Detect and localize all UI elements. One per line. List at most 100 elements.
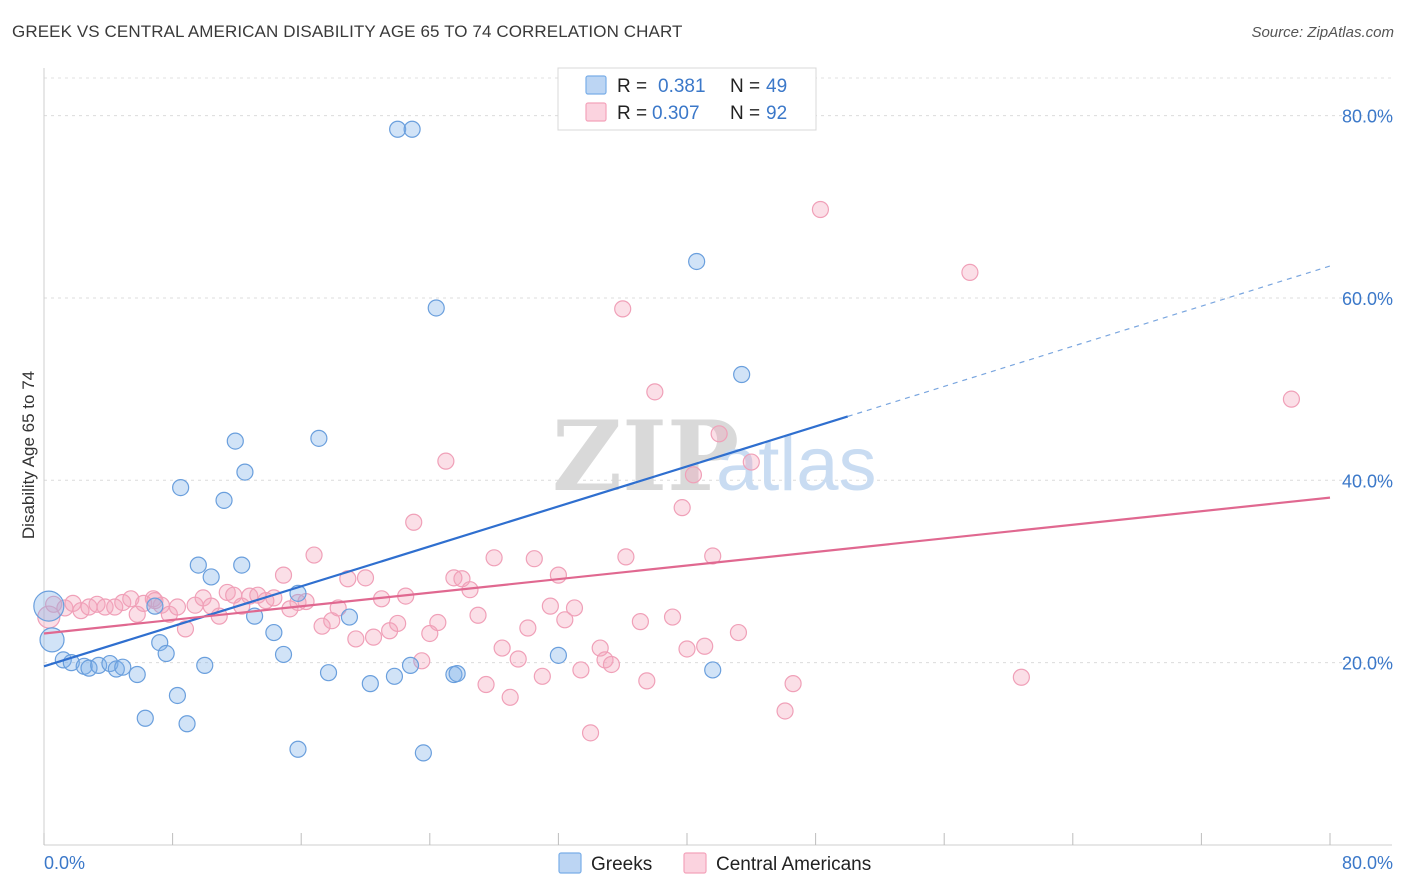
central-americans-point [784,675,802,693]
central-americans-point [128,605,146,623]
x-tick-min: 0.0% [44,853,85,873]
central-americans-point [961,263,979,282]
central-americans-points [37,200,1301,742]
central-americans-point [135,594,153,612]
central-americans-point [710,425,728,443]
greeks-point [361,675,379,693]
legend-n-value-greeks: 49 [766,76,787,97]
legend-r-value-greeks: 0.381 [658,76,706,97]
central-americans-point [581,724,600,742]
greeks-point [265,623,283,642]
greeks-point [215,491,233,509]
legend-r-value-central: 0.307 [652,103,700,124]
legend-n-label-central: N = [730,103,760,124]
greeks-point [688,252,706,271]
legend-r-label-central: R = [617,103,647,124]
y-tick-label-80: 80.0% [1342,107,1393,127]
greeks-point [233,556,251,574]
legend-n-label-greeks: N = [730,76,760,97]
central-americans-point [437,452,455,470]
axes [43,68,1392,846]
greeks-point [33,590,65,622]
y-tick-labels: 20.0% 40.0% 60.0% 80.0% [1342,107,1393,674]
central-americans-point [556,611,574,629]
central-americans-point [684,466,703,484]
central-americans-point [811,200,830,219]
watermark-atlas: atlas [716,422,877,507]
central-americans-point [729,623,748,642]
central-americans-point [663,608,682,626]
central-americans-point [176,620,195,638]
central-americans-point [106,598,124,616]
central-americans-point [696,637,714,655]
central-americans-point [72,602,90,620]
central-americans-point [646,383,664,401]
greeks-point [196,656,214,674]
bottom-legend-central: Central Americans [716,854,871,875]
greeks-point [202,568,220,586]
central-americans-point [313,617,331,635]
central-americans-point [509,650,527,668]
greeks-point [128,665,146,684]
greeks-point [136,709,154,727]
central-americans-point [96,598,114,616]
central-americans-point [122,590,140,608]
central-americans-point [274,566,293,584]
greeks-point [226,432,244,450]
greeks-point [189,556,207,574]
central-americans-point [541,597,559,615]
central-americans-point [614,300,632,318]
central-americans-point [389,614,407,633]
central-americans-point [493,639,511,657]
greeks-point [310,429,328,447]
greeks-point [704,661,722,679]
central-americans-point [168,598,187,616]
central-americans-point [146,592,164,610]
central-americans-point [477,675,495,694]
central-americans-point [673,499,691,517]
central-americans-point [405,513,423,531]
central-americans-point [704,547,722,565]
greeks-point [403,120,421,138]
bottom-legend: Greeks Central Americans [558,852,871,875]
greeks-point [236,463,254,481]
greeks-point [733,365,751,384]
y-tick-label-60: 60.0% [1342,289,1393,309]
source-label: Source: ZipAtlas.com [1251,24,1394,41]
central-americans-point [602,655,621,674]
greeks-point [178,715,196,733]
central-americans-point [469,606,487,624]
greeks-point [172,478,190,497]
central-americans-point [347,630,365,648]
greeks-point [146,597,164,615]
grid-lines [44,77,1392,664]
central-americans-point [501,688,519,706]
greeks-point [80,659,98,677]
central-americans-point [364,628,383,646]
chart-title: GREEK VS CENTRAL AMERICAN DISABILITY AGE… [12,22,683,41]
y-tick-label-20: 20.0% [1342,654,1393,674]
central-americans-point [776,702,794,720]
greeks-points [33,120,751,762]
watermark-zip: ZIP [552,400,739,513]
central-americans-point [413,652,431,670]
greeks-point [427,299,445,317]
greeks-point [151,633,169,652]
bottom-legend-swatch-central [683,852,707,874]
greeks-point [319,664,338,682]
central-americans-point [565,599,584,617]
legend-swatch-greeks [585,75,607,95]
greeks-point [168,686,187,705]
central-americans-point [742,453,760,471]
central-americans-point [1012,668,1030,686]
greeks-point [401,656,420,674]
central-americans-point [617,548,635,566]
greeks-point [114,658,132,676]
legend-r-label-greeks: R = [617,76,647,97]
central-americans-point [533,667,551,685]
greeks-point [448,664,466,683]
greeks-point [414,744,432,762]
greeks-point [340,608,359,626]
x-tick-max: 80.0% [1342,853,1393,873]
greeks-point [289,740,307,758]
